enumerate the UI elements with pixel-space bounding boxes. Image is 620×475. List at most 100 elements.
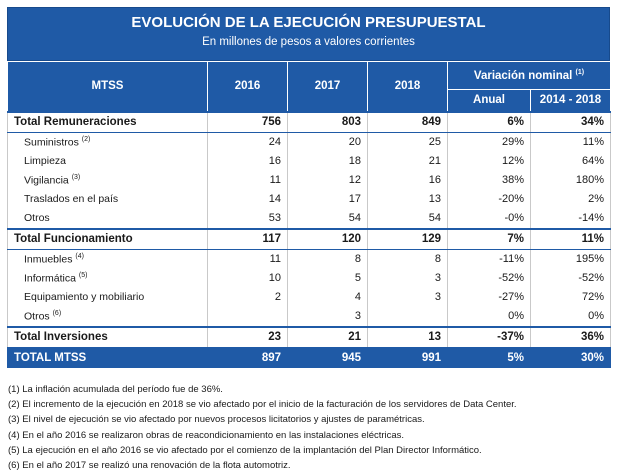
row-label-text: TOTAL MTSS bbox=[14, 351, 87, 364]
row-label-text: Equipamiento y mobiliario bbox=[24, 291, 145, 303]
table-row: Informática (5) 10 5 3 -52% -52% bbox=[7, 268, 611, 288]
cell-periodo: 11% bbox=[530, 132, 611, 152]
cell-2017: 945 bbox=[287, 347, 368, 368]
row-label-sup: (6) bbox=[52, 309, 62, 317]
table-row: Total Inversiones 23 21 13 -37% 36% bbox=[7, 325, 611, 348]
cell-2017: 18 bbox=[287, 151, 368, 171]
cell-2017: 21 bbox=[287, 325, 368, 348]
cell-2016: 24 bbox=[207, 132, 288, 152]
footnote: (4) En el año 2016 se realizaron obras d… bbox=[8, 429, 405, 441]
cell-2018: 25 bbox=[367, 132, 448, 152]
row-label-sup: (4) bbox=[75, 252, 84, 260]
row-label-sup: (3) bbox=[71, 173, 81, 181]
cell-2016: 11 bbox=[207, 170, 288, 190]
row-label: Otros (6) bbox=[7, 306, 208, 327]
cell-2016: 11 bbox=[207, 249, 288, 269]
cell-periodo: 2% bbox=[530, 189, 611, 209]
cell-2018: 21 bbox=[367, 151, 448, 171]
row-label-sup: (2) bbox=[81, 135, 91, 143]
cell-periodo-text: 64% bbox=[581, 155, 604, 167]
cell-2016-text: 10 bbox=[268, 272, 281, 284]
footnote: (3) El nivel de ejecución se vio afectad… bbox=[8, 414, 425, 426]
cell-anual-text: 0% bbox=[508, 310, 524, 322]
row-label: TOTAL MTSS bbox=[7, 347, 208, 368]
cell-anual: -52% bbox=[447, 268, 531, 288]
row-label-text: Otros bbox=[24, 212, 50, 224]
cell-anual: 38% bbox=[447, 170, 531, 190]
cell-2017-text: 803 bbox=[341, 116, 361, 128]
cell-2017-text: 12 bbox=[348, 174, 361, 186]
cell-periodo: 0% bbox=[530, 306, 611, 327]
cell-periodo: 64% bbox=[530, 151, 611, 171]
cell-2016: 23 bbox=[207, 325, 288, 348]
cell-periodo: 195% bbox=[530, 249, 611, 269]
cell-2017: 20 bbox=[287, 132, 368, 152]
cell-2016: 10 bbox=[207, 268, 288, 288]
cell-2016-text: 756 bbox=[261, 116, 281, 128]
cell-periodo-text: 180% bbox=[575, 174, 604, 186]
cell-2018-text: 129 bbox=[421, 233, 441, 245]
cell-periodo-text: 11% bbox=[582, 136, 604, 148]
cell-periodo: 36% bbox=[530, 325, 611, 348]
cell-anual: 29% bbox=[447, 132, 531, 152]
cell-2018: 13 bbox=[367, 189, 448, 209]
row-label: Inmuebles (4) bbox=[7, 249, 208, 269]
row-label-text: Vigilancia bbox=[24, 174, 69, 187]
cell-anual: 0% bbox=[447, 306, 531, 327]
cell-2016-text: 11 bbox=[269, 174, 281, 186]
cell-2017-text: 945 bbox=[341, 351, 361, 364]
cell-2016 bbox=[207, 306, 288, 327]
table-row: Total Funcionamiento 117 120 129 7% 11% bbox=[7, 227, 611, 250]
footnote: (6) En el año 2017 se realizó una renova… bbox=[8, 460, 291, 472]
cell-2017: 5 bbox=[287, 268, 368, 288]
cell-periodo: -52% bbox=[530, 268, 611, 288]
table-row: Limpieza 16 18 21 12% 64% bbox=[7, 151, 611, 171]
row-label-text: Otros bbox=[24, 310, 50, 323]
table-row: Total Remuneraciones 756 803 849 6% 34% bbox=[7, 110, 611, 133]
cell-anual-text: -20% bbox=[498, 193, 524, 205]
row-label: Equipamiento y mobiliario bbox=[7, 287, 208, 307]
cell-2018-text: 13 bbox=[428, 193, 441, 205]
cell-2018-text: 3 bbox=[434, 272, 441, 284]
cell-anual: -27% bbox=[447, 287, 531, 307]
row-label: Total Remuneraciones bbox=[7, 110, 208, 133]
row-label-text: Total Funcionamiento bbox=[14, 233, 133, 245]
cell-2018: 3 bbox=[367, 268, 448, 288]
report-subtitle: En millones de pesos a valores corriente… bbox=[202, 36, 415, 48]
cell-2018-text: 16 bbox=[428, 174, 441, 186]
cell-2018-text: 13 bbox=[428, 331, 441, 343]
header-anual: Anual bbox=[447, 89, 531, 112]
table-row: Equipamiento y mobiliario 2 4 3 -27% 72% bbox=[7, 287, 611, 307]
cell-2017-text: 3 bbox=[354, 310, 361, 322]
row-label: Traslados en el país bbox=[7, 189, 208, 209]
cell-2017: 12 bbox=[287, 170, 368, 190]
row-label: Limpieza bbox=[7, 151, 208, 171]
cell-2016: 53 bbox=[207, 208, 288, 229]
cell-2016-text: 14 bbox=[268, 193, 281, 205]
cell-2017-text: 20 bbox=[348, 136, 361, 148]
cell-2017-text: 120 bbox=[341, 233, 361, 245]
cell-periodo: 11% bbox=[530, 227, 611, 250]
cell-periodo-text: 36% bbox=[580, 331, 604, 343]
cell-anual-text: 29% bbox=[501, 136, 524, 148]
cell-2017: 4 bbox=[287, 287, 368, 307]
cell-2018-text: 991 bbox=[421, 351, 441, 364]
cell-anual: 12% bbox=[447, 151, 531, 171]
cell-2016-text: 23 bbox=[268, 331, 281, 343]
cell-periodo: 72% bbox=[530, 287, 611, 307]
cell-2018: 13 bbox=[367, 325, 448, 348]
cell-periodo-text: -14% bbox=[578, 212, 604, 224]
row-label-text: Traslados en el país bbox=[24, 193, 119, 205]
cell-periodo: 34% bbox=[530, 110, 611, 133]
cell-anual-text: -0% bbox=[504, 212, 524, 224]
cell-2018-text: 8 bbox=[434, 253, 441, 265]
row-label-text: Inmuebles bbox=[24, 253, 73, 266]
header-mtss: MTSS bbox=[7, 61, 208, 112]
cell-2016-text: 53 bbox=[268, 212, 281, 224]
cell-2018-text: 3 bbox=[434, 291, 441, 303]
cell-anual-text: 5% bbox=[507, 351, 524, 364]
cell-anual-text: 12% bbox=[501, 155, 524, 167]
report-title: EVOLUCIÓN DE LA EJECUCIÓN PRESUPUESTAL bbox=[131, 14, 486, 31]
cell-2016-text: 11 bbox=[269, 253, 281, 265]
cell-2018-text: 21 bbox=[428, 155, 441, 167]
